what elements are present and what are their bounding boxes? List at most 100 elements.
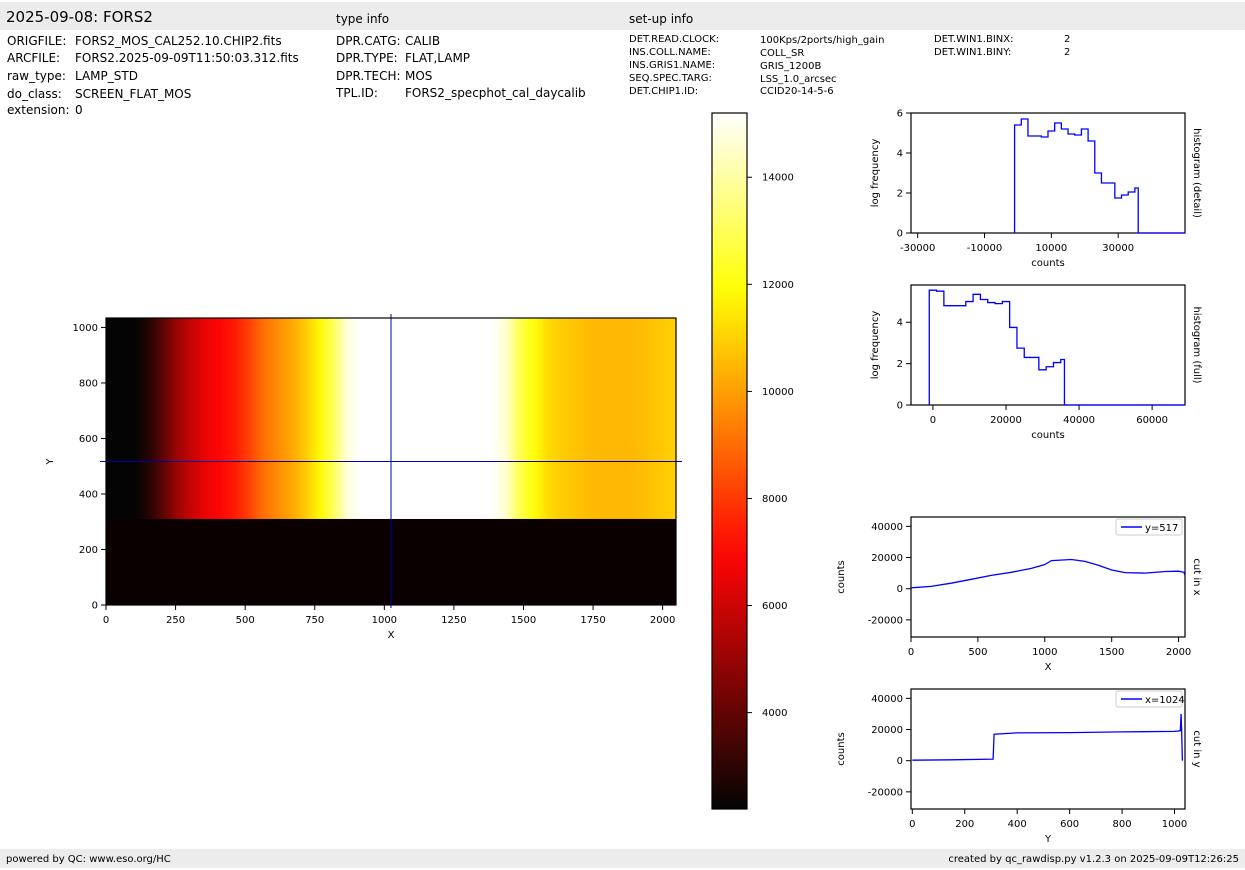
colorbar-tick-label: 14000 <box>762 173 794 184</box>
image-x-tick-label: 500 <box>236 615 255 626</box>
image-y-tick-label: 200 <box>79 545 98 556</box>
file-info-key-extension: extension: <box>7 103 70 117</box>
cut-x-frame <box>910 516 1186 638</box>
cut-y-side-label: cut in y <box>1191 730 1202 767</box>
type-info-value-type: FLAT,LAMP <box>405 51 471 65</box>
cut-y-legend-label: x=1024 <box>1145 695 1185 706</box>
file-info-value-arcfile: FORS2.2025-09-09T11:50:03.312.fits <box>75 51 299 65</box>
cut-y-x-label: Y <box>1044 834 1052 845</box>
image-y-tick-label: 600 <box>79 434 98 445</box>
image-y-label: Y <box>45 458 56 466</box>
image-x-tick-label: 0 <box>103 615 109 626</box>
hist-detail-y-tick-label: 6 <box>897 109 903 120</box>
cut-x-x-tick-label: 1500 <box>1099 647 1124 658</box>
setup-key-binx: DET.WIN1.BINX: <box>934 34 1014 45</box>
cut-y-y-tick-label: 40000 <box>871 694 903 705</box>
hist-detail-step-line <box>1013 118 1185 234</box>
colorbar-tick-label: 12000 <box>762 280 794 291</box>
hist-detail-frame <box>910 112 1186 234</box>
image-x-label: X <box>388 630 395 641</box>
image-x-tick-label: 1500 <box>511 615 536 626</box>
hist-full-x-tick-label: 40000 <box>1063 415 1095 426</box>
type-info-value-tech: MOS <box>405 69 433 83</box>
type-info-key-tpl: TPL.ID: <box>336 86 378 100</box>
setup-value-targ: LSS_1.0_arcsec <box>760 74 837 85</box>
cut-y-x-tick-label: 600 <box>1060 819 1079 830</box>
hist-full-y-label: log frequency <box>870 311 881 380</box>
cut-y-y-tick-label: 0 <box>897 756 903 767</box>
hist-detail-side-label: histogram (detail) <box>1191 128 1202 218</box>
setup-value-read-clock: 100Kps/2ports/high_gain <box>760 35 885 46</box>
cut-y-frame <box>910 688 1186 810</box>
file-info-value-origfile: FORS2_MOS_CAL252.10.CHIP2.fits <box>75 34 282 48</box>
cut-x-y-tick-label: -20000 <box>868 615 903 626</box>
colorbar-tick-label: 6000 <box>762 601 787 612</box>
footer-credit: powered by QC: www.eso.org/HC <box>6 854 171 865</box>
setup-info-heading: set-up info <box>629 12 694 26</box>
header-band <box>0 2 1245 30</box>
colorbar-tick-label: 8000 <box>762 494 787 505</box>
hist-full-x-tick-label: 0 <box>930 415 936 426</box>
colorbar-tick-label: 4000 <box>762 708 787 719</box>
type-info-value-catg: CALIB <box>405 34 441 48</box>
image-x-tick-label: 1000 <box>372 615 397 626</box>
cut-y-legend-box <box>1115 690 1183 708</box>
setup-value-binx: 2 <box>1064 34 1071 45</box>
image-x-tick-label: 2000 <box>650 615 675 626</box>
hist-full-frame <box>910 284 1186 406</box>
cut-y-y-tick-label: 20000 <box>871 725 903 736</box>
setup-value-coll: COLL_SR <box>760 48 805 59</box>
cut-y-x-tick-label: 200 <box>955 819 974 830</box>
setup-value-chip: CCID20-14-5-6 <box>760 86 834 97</box>
hist-detail-x-label: counts <box>1031 258 1064 269</box>
type-info-value-tpl: FORS2_specphot_cal_daycalib <box>405 86 586 100</box>
hist-full-y-tick-label: 4 <box>897 318 903 329</box>
setup-value-biny: 2 <box>1064 47 1071 58</box>
hist-detail-y-label: log frequency <box>870 139 881 208</box>
cut-y-y-tick-label: -20000 <box>868 787 903 798</box>
hist-detail-x-tick-label: -30000 <box>900 243 935 254</box>
image-x-tick-label: 250 <box>166 615 185 626</box>
hist-full-y-tick-label: 0 <box>897 401 903 412</box>
cut-x-legend-box <box>1115 518 1183 536</box>
cut-x-x-tick-label: 0 <box>908 647 914 658</box>
image-y-tick-label: 400 <box>79 489 98 500</box>
image-frame <box>105 317 677 606</box>
file-info-value-do-class: SCREEN_FLAT_MOS <box>75 87 192 101</box>
file-info-value-raw-type: LAMP_STD <box>75 69 138 83</box>
type-info-heading: type info <box>336 12 390 26</box>
cut-x-y-tick-label: 40000 <box>871 522 903 533</box>
image-x-tick-label: 1250 <box>441 615 466 626</box>
image-y-tick-label: 1000 <box>73 323 98 334</box>
cut-x-y-label: counts <box>836 560 847 593</box>
hist-detail-y-tick-label: 4 <box>897 149 903 160</box>
hist-detail-x-tick-label: -10000 <box>967 243 1002 254</box>
file-info-key-origfile: ORIGFILE: <box>7 34 67 48</box>
hist-full-x-tick-label: 20000 <box>990 415 1022 426</box>
cut-x-side-label: cut in x <box>1191 558 1202 595</box>
hist-detail-y-tick-label: 0 <box>897 229 903 240</box>
hist-full-step-line <box>928 289 1185 406</box>
cut-y-line <box>912 713 1184 761</box>
image-x-tick-label: 1750 <box>580 615 605 626</box>
cut-y-x-tick-label: 400 <box>1008 819 1027 830</box>
footer-created-by: created by qc_rawdisp.py v1.2.3 on 2025-… <box>948 854 1239 865</box>
cut-x-x-tick-label: 2000 <box>1166 647 1191 658</box>
footer-band <box>0 849 1245 868</box>
setup-key-gris: INS.GRIS1.NAME: <box>629 60 716 71</box>
cut-x-y-tick-label: 20000 <box>871 553 903 564</box>
file-info-key-do-class: do_class: <box>7 87 62 101</box>
image-x-tick-label: 750 <box>305 615 324 626</box>
hist-full-x-tick-label: 60000 <box>1136 415 1168 426</box>
setup-value-gris: GRIS_1200B <box>760 61 822 72</box>
cut-x-line <box>910 558 1186 589</box>
page-title: 2025-09-08: FORS2 <box>6 8 153 26</box>
cut-y-x-tick-label: 1000 <box>1162 819 1187 830</box>
colorbar <box>711 112 748 810</box>
type-info-key-catg: DPR.CATG: <box>336 34 401 48</box>
image-y-tick-label: 800 <box>79 378 98 389</box>
cut-x-x-tick-label: 1000 <box>1032 647 1057 658</box>
cut-x-legend-label: y=517 <box>1145 523 1178 534</box>
cut-x-x-label: X <box>1045 662 1052 673</box>
